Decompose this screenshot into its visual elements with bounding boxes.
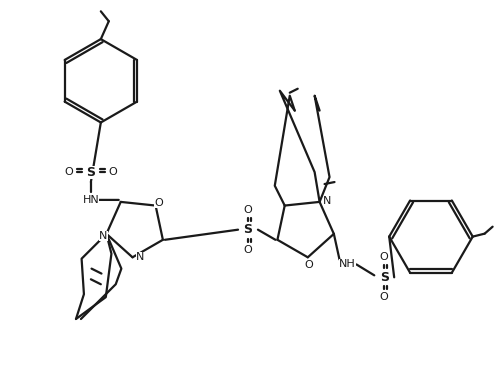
Text: O: O <box>65 167 73 177</box>
Text: O: O <box>380 253 389 263</box>
Text: O: O <box>108 167 117 177</box>
Text: O: O <box>304 260 313 270</box>
Text: O: O <box>154 198 163 208</box>
Text: S: S <box>244 223 252 236</box>
Text: HN: HN <box>83 195 99 205</box>
Text: O: O <box>244 244 252 254</box>
Text: N: N <box>323 196 332 206</box>
Text: NH: NH <box>339 259 356 269</box>
Text: N: N <box>136 252 145 262</box>
Text: S: S <box>87 166 96 179</box>
Text: O: O <box>380 292 389 302</box>
Text: N: N <box>99 231 107 241</box>
Text: S: S <box>380 271 389 284</box>
Text: O: O <box>244 205 252 215</box>
